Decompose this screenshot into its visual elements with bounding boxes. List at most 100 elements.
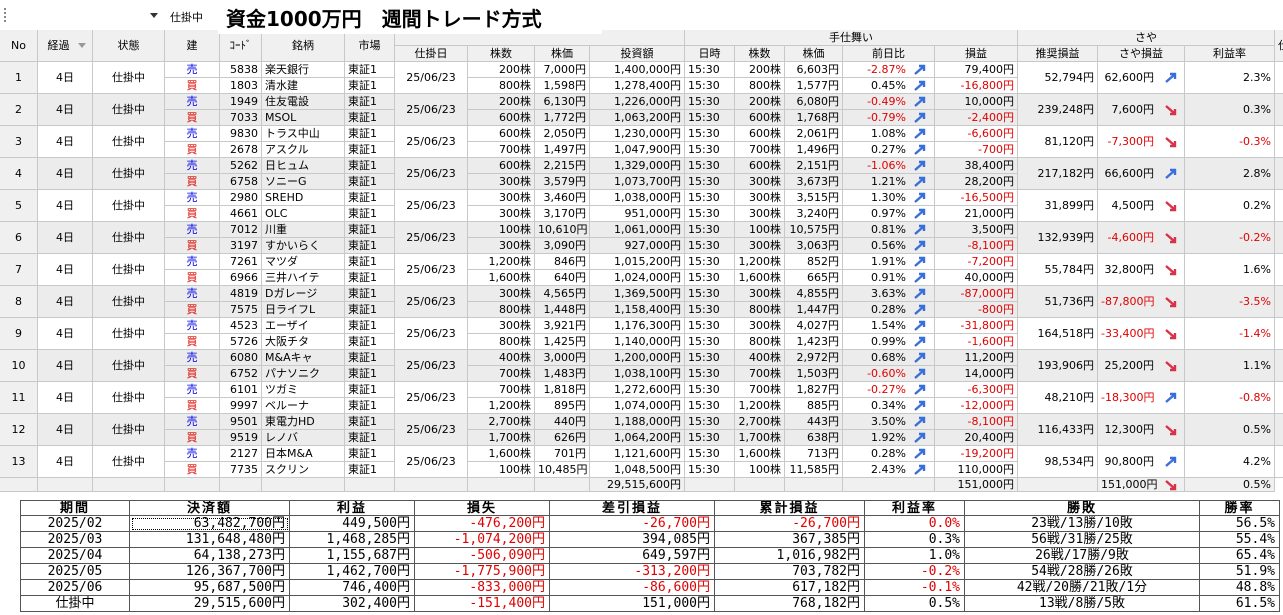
day-change: 0.34% <box>843 398 935 414</box>
exit-time: 15:30 <box>685 350 735 366</box>
win-loss: 56戦/31勝/25敗 <box>965 532 1200 548</box>
profit-rate: -0.3% <box>1185 126 1275 158</box>
spread-pl: 4,500円 <box>1098 190 1185 222</box>
elapsed: 4日 <box>38 286 93 318</box>
pl: 14,000円 <box>935 366 1018 382</box>
exit-shares: 100株 <box>735 222 785 238</box>
side: 売 <box>165 286 220 302</box>
amount: 927,000円 <box>590 238 685 254</box>
profit: 449,500円 <box>290 516 415 532</box>
change-arrow <box>914 352 926 363</box>
recommended-pl: 164,518円 <box>1018 318 1098 350</box>
exit-shares: 200株 <box>735 94 785 110</box>
amount: 1,329,000円 <box>590 158 685 174</box>
exit-shares: 300株 <box>735 190 785 206</box>
market: 東証1 <box>345 462 395 478</box>
total-cell <box>262 478 345 492</box>
settled-amount: 29,515,600円 <box>130 596 290 612</box>
code: 7012 <box>220 222 262 238</box>
day-change: 3.50% <box>843 414 935 430</box>
exit-shares: 800株 <box>735 334 785 350</box>
stock-name: 日ライフL <box>262 302 345 318</box>
side: 売 <box>165 222 220 238</box>
exit-time: 15:30 <box>685 334 735 350</box>
trend-arrow <box>1165 105 1177 116</box>
exit-price: 1,423円 <box>785 334 843 350</box>
column-header: 利益率 <box>1185 46 1275 62</box>
recommended-pl: 239,248円 <box>1018 94 1098 126</box>
shares: 300株 <box>468 174 535 190</box>
period: 仕掛中 <box>20 596 130 612</box>
column-header: さや損益 <box>1098 46 1185 62</box>
pl: -8,100円 <box>935 238 1018 254</box>
side: 売 <box>165 62 220 78</box>
dropdown-icon[interactable] <box>150 13 158 19</box>
exit-time: 15:30 <box>685 78 735 94</box>
amount: 1,015,200円 <box>590 254 685 270</box>
profit: 1,155,687円 <box>290 548 415 564</box>
spread-pl: -33,400円 <box>1098 318 1185 350</box>
summary-header: 期間 <box>20 500 130 516</box>
side: 売 <box>165 382 220 398</box>
row-number: 10 <box>0 350 38 382</box>
code: 5838 <box>220 62 262 78</box>
summary-header: 勝敗 <box>965 500 1200 516</box>
code: 7033 <box>220 110 262 126</box>
code: 7261 <box>220 254 262 270</box>
exit-price: 1,768円 <box>785 110 843 126</box>
exit-price: 1,496円 <box>785 142 843 158</box>
elapsed: 4日 <box>38 94 93 126</box>
shares: 700株 <box>468 142 535 158</box>
total-cell <box>395 478 468 492</box>
change-arrow <box>914 96 926 107</box>
trend-arrow <box>1165 456 1177 467</box>
entry-date: 25/06/23 <box>395 382 468 414</box>
exit-price: 3,515円 <box>785 190 843 206</box>
stock-name: アスクル <box>262 142 345 158</box>
change-arrow <box>914 288 926 299</box>
filter-dropdown[interactable]: 仕掛中 <box>170 11 203 24</box>
cut-cell <box>1275 190 1283 222</box>
price: 440円 <box>535 414 590 430</box>
stock-name: Dガレージ <box>262 286 345 302</box>
day-change: 1.54% <box>843 318 935 334</box>
code: 7575 <box>220 302 262 318</box>
entry-date: 25/06/23 <box>395 158 468 190</box>
code: 4661 <box>220 206 262 222</box>
row-number: 1 <box>0 62 38 94</box>
column-header: 経過 <box>38 30 93 62</box>
code: 5726 <box>220 334 262 350</box>
stock-name: M&Aキャ <box>262 350 345 366</box>
pl: -7,200円 <box>935 254 1018 270</box>
stock-name: 楽天銀行 <box>262 62 345 78</box>
code: 6758 <box>220 174 262 190</box>
exit-shares: 1,600株 <box>735 270 785 286</box>
loss: -476,200円 <box>415 516 550 532</box>
price: 3,170円 <box>535 206 590 222</box>
change-arrow <box>914 416 926 427</box>
menu-dots[interactable] <box>4 8 8 22</box>
row-number: 11 <box>0 382 38 414</box>
trend-arrow <box>1165 329 1177 340</box>
exit-price: 3,673円 <box>785 174 843 190</box>
amount: 1,230,000円 <box>590 126 685 142</box>
elapsed: 4日 <box>38 382 93 414</box>
day-change: -0.79% <box>843 110 935 126</box>
trend-arrow <box>1165 137 1177 148</box>
market: 東証1 <box>345 398 395 414</box>
profit-rate: -1.4% <box>1185 318 1275 350</box>
elapsed: 4日 <box>38 190 93 222</box>
win-loss: 42戦/20勝/21敗/1分 <box>965 580 1200 596</box>
exit-time: 15:30 <box>685 446 735 462</box>
profit-rate: 1.6% <box>1185 254 1275 286</box>
sort-icon[interactable] <box>78 43 86 49</box>
market: 東証1 <box>345 158 395 174</box>
column-header: 推奨損益 <box>1018 46 1098 62</box>
code: 9519 <box>220 430 262 446</box>
loss: -1,074,200円 <box>415 532 550 548</box>
profit-rate: 1.1% <box>1185 350 1275 382</box>
side: 買 <box>165 238 220 254</box>
exit-shares: 700株 <box>735 382 785 398</box>
pl: -800円 <box>935 302 1018 318</box>
profit-rate: 0.3% <box>1185 94 1275 126</box>
